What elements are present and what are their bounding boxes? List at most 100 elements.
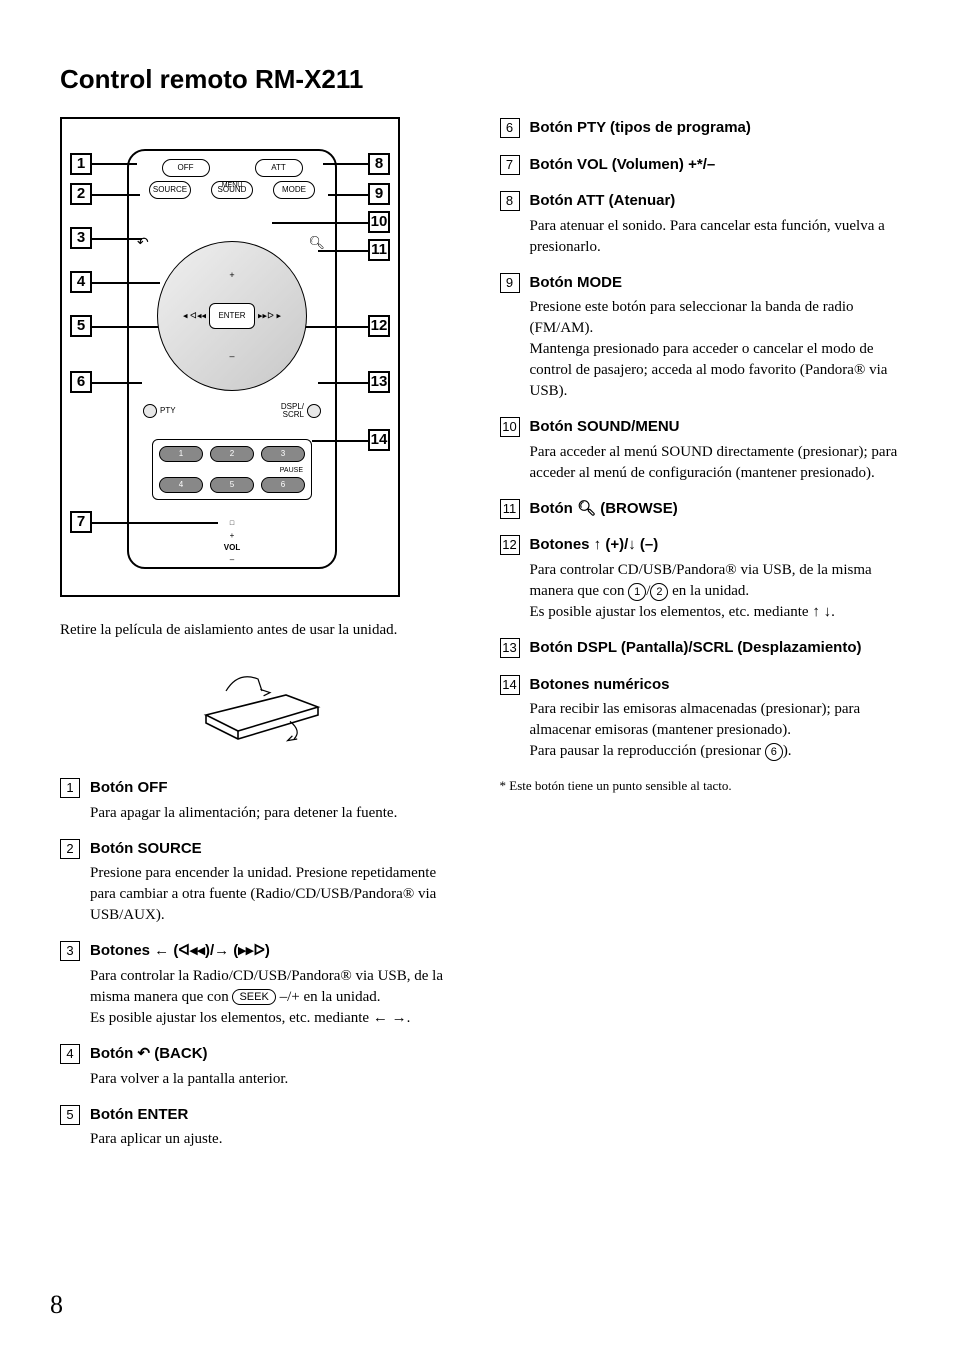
pty-button <box>143 404 157 418</box>
item-title: Botón DSPL (Pantalla)/SCRL (Desplazamien… <box>530 637 905 660</box>
dspl-button <box>307 404 321 418</box>
dspl-label: DSPL/SCRL <box>281 403 304 419</box>
num-4: 4 <box>159 477 203 493</box>
item-number: 14 <box>500 675 520 695</box>
item-desc: Para controlar la Radio/CD/USB/Pandora® … <box>90 966 465 1029</box>
item-5: 5 Botón ENTER Para aplicar un ajuste. <box>60 1104 465 1151</box>
item-number: 1 <box>60 778 80 798</box>
item-number: 10 <box>500 417 520 437</box>
remote-numpad: 1 2 3 PAUSE 4 5 6 <box>152 439 312 500</box>
item-desc: Presione para encender la unidad. Presio… <box>90 863 465 926</box>
num-2: 2 <box>210 446 254 462</box>
circle-6: 6 <box>765 743 783 761</box>
item-title: Botón PTY (tipos de programa) <box>530 117 905 140</box>
remote-vol: □ + VOL – <box>224 519 240 566</box>
dpad-right: ▸▸ᐅ ▸ <box>258 309 281 323</box>
item-number: 4 <box>60 1044 80 1064</box>
page-heading: Control remoto RM-X211 <box>60 60 904 99</box>
item-2: 2 Botón SOURCE Presione para encender la… <box>60 838 465 927</box>
callout-8: 8 <box>368 153 390 175</box>
item-14: 14 Botones numéricos Para recibir las em… <box>500 674 905 763</box>
callout-12: 12 <box>368 315 390 337</box>
callout-11: 11 <box>368 239 390 261</box>
item-title: Botón SOURCE <box>90 838 465 861</box>
item-number: 6 <box>500 118 520 138</box>
remote-dpad: ENTER + – ◂ ᐊ◂◂ ▸▸ᐅ ▸ ↶ 🔍︎ <box>157 241 307 391</box>
dpad-left: ◂ ᐊ◂◂ <box>183 309 206 323</box>
back-icon: ↶ <box>137 233 149 254</box>
remote-btn-mode: MODE <box>273 181 315 199</box>
item-12: 12 Botones ↑ (+)/↓ (–) Para controlar CD… <box>500 534 905 623</box>
item-desc: Presione este botón para seleccionar la … <box>530 297 905 402</box>
item-number: 11 <box>500 499 520 519</box>
item-title: Botón SOUND/MENU <box>530 416 905 439</box>
right-arrow-icon: → <box>214 940 229 963</box>
remote-enter: ENTER <box>209 303 255 329</box>
item-11: 11 Botón 🔍︎ (BROWSE) <box>500 498 905 521</box>
item-desc: Para apagar la alimentación; para detene… <box>90 803 465 824</box>
item-title: Botones ← (ᐊ◂◂)/→ (▸▸ᐅ) <box>90 940 465 963</box>
pty-label: PTY <box>160 405 176 417</box>
item-title: Botón ↶ (BACK) <box>90 1043 465 1066</box>
item-title: Botón ATT (Atenuar) <box>530 190 905 213</box>
remote-btn-source: SOURCE <box>149 181 191 199</box>
callout-2: 2 <box>70 183 92 205</box>
left-arrow-icon: ← <box>154 940 169 963</box>
item-title: Botón MODE <box>530 272 905 295</box>
item-title: Botones ↑ (+)/↓ (–) <box>530 534 905 557</box>
callout-7: 7 <box>70 511 92 533</box>
item-title: Botón ENTER <box>90 1104 465 1127</box>
item-desc: Para volver a la pantalla anterior. <box>90 1069 465 1090</box>
item-number: 7 <box>500 155 520 175</box>
page-number: 8 <box>50 1285 63 1324</box>
content-columns: 1 2 3 4 5 6 7 8 9 10 11 12 13 <box>60 117 904 1164</box>
left-right-icon: ← → <box>373 1008 407 1029</box>
item-8: 8 Botón ATT (Atenuar) Para atenuar el so… <box>500 190 905 258</box>
item-9: 9 Botón MODE Presione este botón para se… <box>500 272 905 403</box>
film-illustration <box>60 658 465 756</box>
callout-6: 6 <box>70 371 92 393</box>
item-desc: Para aplicar un ajuste. <box>90 1129 465 1150</box>
footnote: * Este botón tiene un punto sensible al … <box>500 776 905 796</box>
dpad-down: – <box>229 350 234 364</box>
circle-2: 2 <box>650 583 668 601</box>
item-desc: Para acceder al menú SOUND directamente … <box>530 442 905 484</box>
next-icon: ▸▸ᐅ <box>238 940 265 963</box>
item-number: 2 <box>60 839 80 859</box>
pause-label: PAUSE <box>159 466 303 477</box>
num-1: 1 <box>159 446 203 462</box>
search-icon: 🔍︎ <box>577 498 596 521</box>
item-number: 8 <box>500 191 520 211</box>
dpad-up: + <box>229 269 234 283</box>
item-desc: Para atenuar el sonido. Para cancelar es… <box>530 216 905 258</box>
item-4: 4 Botón ↶ (BACK) Para volver a la pantal… <box>60 1043 465 1090</box>
item-number: 9 <box>500 273 520 293</box>
item-title: Botón 🔍︎ (BROWSE) <box>530 498 905 521</box>
callout-5: 5 <box>70 315 92 337</box>
remote-diagram: 1 2 3 4 5 6 7 8 9 10 11 12 13 <box>60 117 400 597</box>
back-icon: ↶ <box>137 1043 150 1066</box>
remote-btn-off: OFF <box>162 159 210 177</box>
item-title: Botón OFF <box>90 777 465 800</box>
item-title: Botón VOL (Volumen) +*/– <box>530 154 905 177</box>
up-down-icon: ↑ ↓ <box>812 602 831 623</box>
callout-10: 10 <box>368 211 390 233</box>
item-6: 6 Botón PTY (tipos de programa) <box>500 117 905 140</box>
item-7: 7 Botón VOL (Volumen) +*/– <box>500 154 905 177</box>
num-3: 3 <box>261 446 305 462</box>
remote-body: OFF ATT MENU SOURCE SOUND MODE ENTER + –… <box>127 149 337 569</box>
num-6: 6 <box>261 477 305 493</box>
remote-lower-row: PTY DSPL/SCRL <box>129 403 335 419</box>
remote-btn-att: ATT <box>255 159 303 177</box>
intro-text: Retire la película de aislamiento antes … <box>60 619 465 642</box>
item-13: 13 Botón DSPL (Pantalla)/SCRL (Desplazam… <box>500 637 905 660</box>
item-number: 3 <box>60 941 80 961</box>
prev-icon: ᐊ◂◂ <box>178 940 205 963</box>
callout-1: 1 <box>70 153 92 175</box>
browse-icon: 🔍︎ <box>308 233 325 253</box>
menu-label: MENU <box>222 181 243 192</box>
item-title: Botones numéricos <box>530 674 905 697</box>
callout-3: 3 <box>70 227 92 249</box>
down-arrow-icon: ↓ <box>628 534 636 557</box>
left-column: 1 2 3 4 5 6 7 8 9 10 11 12 13 <box>60 117 465 1164</box>
